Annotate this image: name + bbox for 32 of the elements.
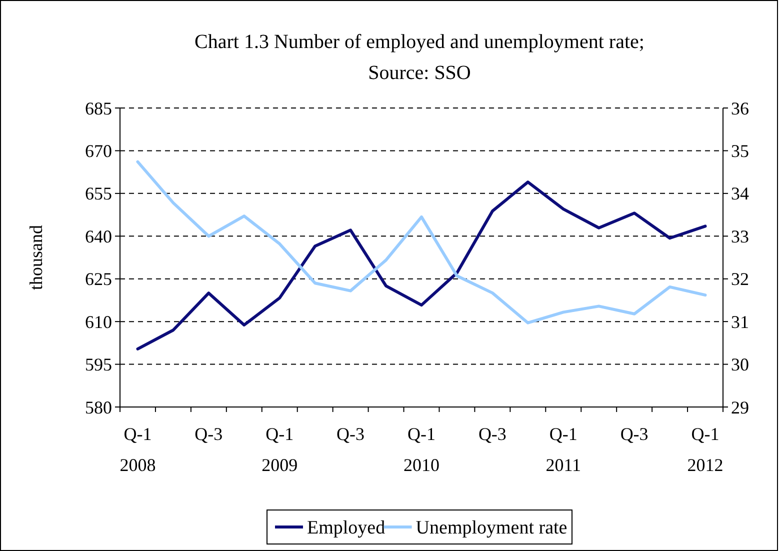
x-tick-label: Q-3 <box>194 424 223 444</box>
line-series <box>136 180 707 350</box>
y2-tick-label: 35 <box>731 141 749 162</box>
y2-tick-label: 29 <box>731 397 749 418</box>
y-tick-label: 670 <box>85 141 112 162</box>
y2-tick-label: 36 <box>731 98 749 118</box>
y-tick-label: 685 <box>85 98 112 118</box>
legend-label: Unemployment rate <box>416 518 568 539</box>
x-tick-label: Q-3 <box>336 424 365 444</box>
line-series <box>136 160 707 324</box>
x-tick-label: Q-1 2012 <box>687 424 724 475</box>
y-axis-title: thousand <box>26 225 46 290</box>
x-tick-label: Q-1 2008 <box>120 424 156 475</box>
y-tick-label: 655 <box>85 184 112 204</box>
y-tick-label: 625 <box>85 269 112 290</box>
y2-tick-label: 30 <box>731 354 749 375</box>
x-tick-label: Q-1 2011 <box>546 424 582 475</box>
x-tick-label: Q-3 <box>620 424 648 444</box>
x-tick-label: Q-1 2009 <box>262 424 298 475</box>
y-tick-label: 640 <box>85 226 112 246</box>
y-tick-label: 610 <box>85 312 112 332</box>
y2-tick-label: 32 <box>731 269 749 290</box>
y2-tick-label: 34 <box>731 184 749 204</box>
legend-label: Employed <box>307 518 386 539</box>
y-tick-label: 580 <box>85 397 112 418</box>
chart-title: Chart 1.3 Number of employed and unemployment rate; <box>194 31 644 53</box>
x-tick-label: Q-3 <box>478 424 506 444</box>
x-tick-label: Q-1 2010 <box>404 424 440 475</box>
y2-tick-label: 33 <box>731 226 749 246</box>
y2-tick-label: 31 <box>731 312 749 332</box>
source-note: Source: SSO <box>368 62 471 84</box>
y-tick-label: 595 <box>85 354 112 375</box>
